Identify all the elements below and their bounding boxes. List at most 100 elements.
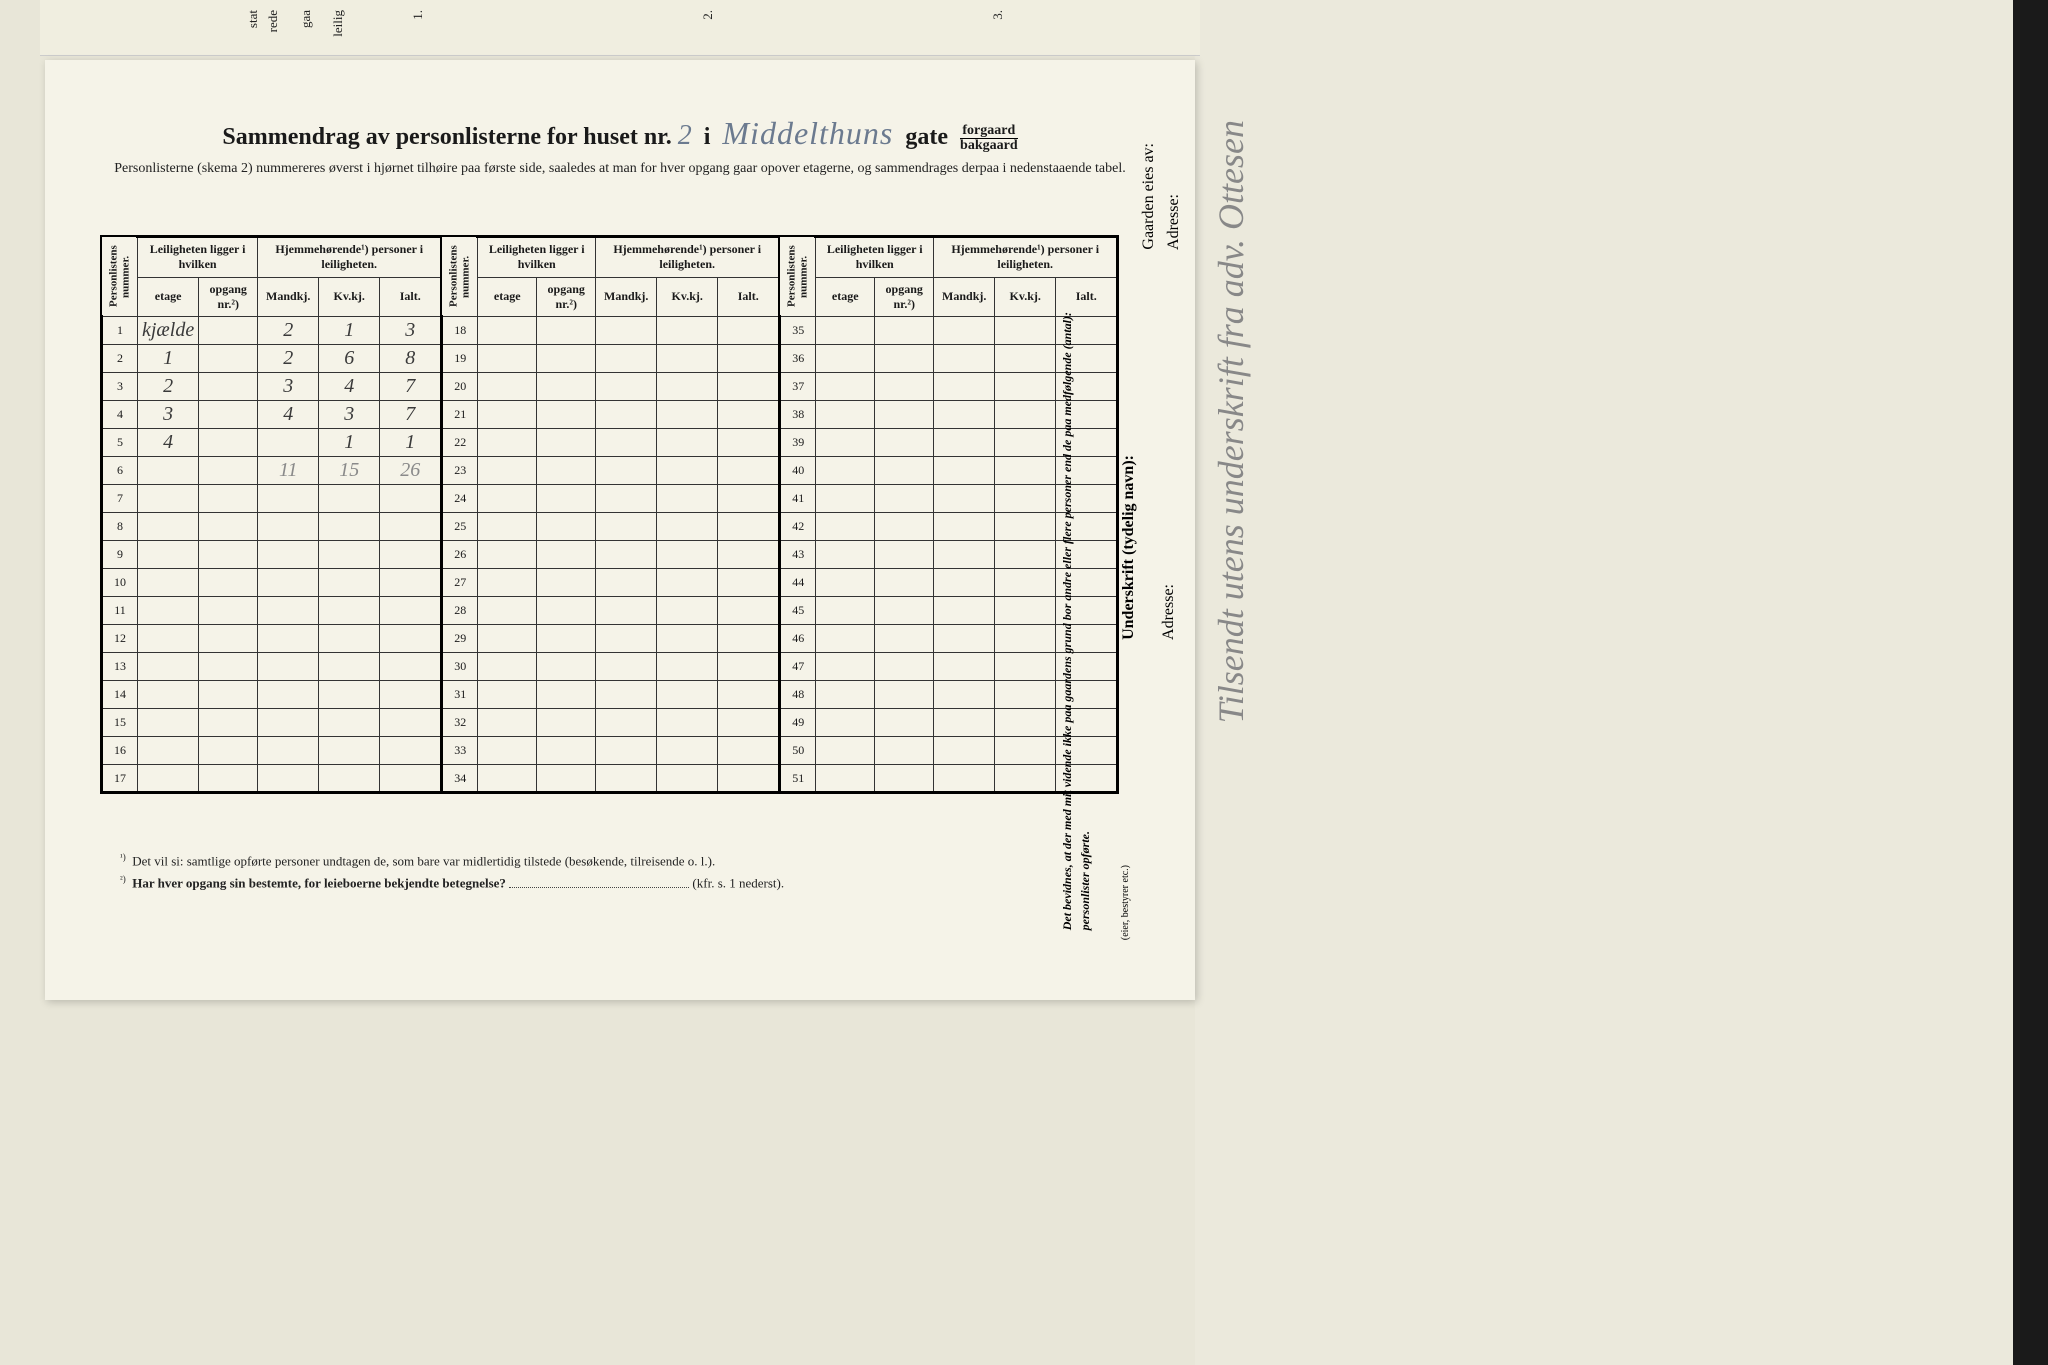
ialt-cell [380,569,442,597]
opgang-cell [875,681,934,709]
mandkj-cell [934,653,995,681]
signature-sidebar: Underskrift (tydelig navn): (eier, besty… [1120,180,1150,940]
row-number: 47 [780,653,816,681]
page-title: Sammendrag av personlisterne for huset n… [45,115,1195,153]
ialt-cell: 8 [380,345,442,373]
etage-cell [816,513,875,541]
row-number: 26 [442,541,478,569]
page-subtitle: Personlisterne (skema 2) nummereres øver… [45,161,1195,177]
col-header-hjemme: Hjemmehørende¹) personer i leiligheten. [934,237,1118,278]
mandkj-cell [596,429,657,457]
personlister-text: personlister opførte. [1078,831,1093,930]
row-number: 34 [442,765,478,793]
ialt-cell [380,485,442,513]
opgang-cell [537,681,596,709]
kvkj-cell [657,541,718,569]
opgang-cell [875,597,934,625]
kvkj-cell [657,457,718,485]
kvkj-cell [657,569,718,597]
ialt-cell [718,569,780,597]
adresse-sidebar: Adresse: [1165,180,1195,940]
top-page-fold: stat rede gaa leilig 1. 2. 3. [40,0,1200,56]
opgang-cell [537,401,596,429]
etage-cell [138,541,199,569]
mandkj-cell [596,401,657,429]
row-number: 10 [102,569,138,597]
kvkj-cell [995,317,1056,345]
etage-cell [138,765,199,793]
row-number: 24 [442,485,478,513]
opgang-cell [875,345,934,373]
mandkj-cell [596,737,657,765]
etage-cell [816,485,875,513]
row-number: 11 [102,597,138,625]
kvkj-cell [995,625,1056,653]
footnotes: ¹) Det vil si: samtlige opførte personer… [120,850,784,895]
opgang-cell [537,485,596,513]
opgang-cell [199,429,258,457]
ialt-cell: 7 [380,401,442,429]
etage-cell [478,541,537,569]
mandkj-cell [934,429,995,457]
blank-line [509,887,689,888]
row-number: 51 [780,765,816,793]
table-row: 133047 [102,653,1118,681]
mandkj-cell [258,625,319,653]
margin-handwritten-note: Tilsendt utens underskrift fra adv. Otte… [1210,120,1260,970]
table-row: 434372138 [102,401,1118,429]
kvkj-cell [319,709,380,737]
mandkj-cell [934,709,995,737]
row-number: 36 [780,345,816,373]
mandkj-cell [934,373,995,401]
dark-right-edge [2013,0,2048,1365]
margin-note-text: Tilsendt utens underskrift fra adv. Otte… [1210,120,1252,723]
mandkj-cell [258,597,319,625]
ialt-cell [718,429,780,457]
ialt-cell [718,317,780,345]
ialt-cell [718,485,780,513]
kvkj-cell: 6 [319,345,380,373]
kvkj-cell: 1 [319,317,380,345]
eier-label: (eier, bestyrer etc.) [1120,865,1131,940]
row-number: 49 [780,709,816,737]
col-header-kvkj: Kv.kj. [995,277,1056,316]
title-suffix: gate [905,124,948,150]
mandkj-cell [596,597,657,625]
kvkj-cell [657,513,718,541]
table-row: 61115262340 [102,457,1118,485]
row-number: 35 [780,317,816,345]
row-number: 41 [780,485,816,513]
mandkj-cell: 2 [258,317,319,345]
col-header-etage: etage [478,277,537,316]
mandkj-cell [934,317,995,345]
kvkj-cell [319,485,380,513]
house-number-handwritten: 2 [678,120,692,151]
ialt-cell [718,541,780,569]
etage-cell [478,681,537,709]
kvkj-cell: 1 [319,429,380,457]
top-label: 1. [410,10,426,20]
etage-cell [138,681,199,709]
mandkj-cell [934,401,995,429]
col-header-ialt: Ialt. [380,277,442,316]
top-label: 3. [990,10,1006,20]
etage-cell [478,457,537,485]
table-row: 82542 [102,513,1118,541]
opgang-cell [875,709,934,737]
ialt-cell [380,513,442,541]
opgang-cell [875,569,934,597]
etage-cell [478,429,537,457]
opgang-cell [199,681,258,709]
row-number: 9 [102,541,138,569]
kvkj-cell [319,513,380,541]
footnote-2: ²) Har hver opgang sin bestemte, for lei… [120,872,784,894]
opgang-cell [537,625,596,653]
etage-cell [816,317,875,345]
col-header-kvkj: Kv.kj. [657,277,718,316]
adresse-label: Adresse: [1165,194,1183,250]
row-number: 4 [102,401,138,429]
row-number: 16 [102,737,138,765]
ialt-cell [380,541,442,569]
row-number: 3 [102,373,138,401]
col-header-nummer: Personlistens nummer. [780,237,816,317]
